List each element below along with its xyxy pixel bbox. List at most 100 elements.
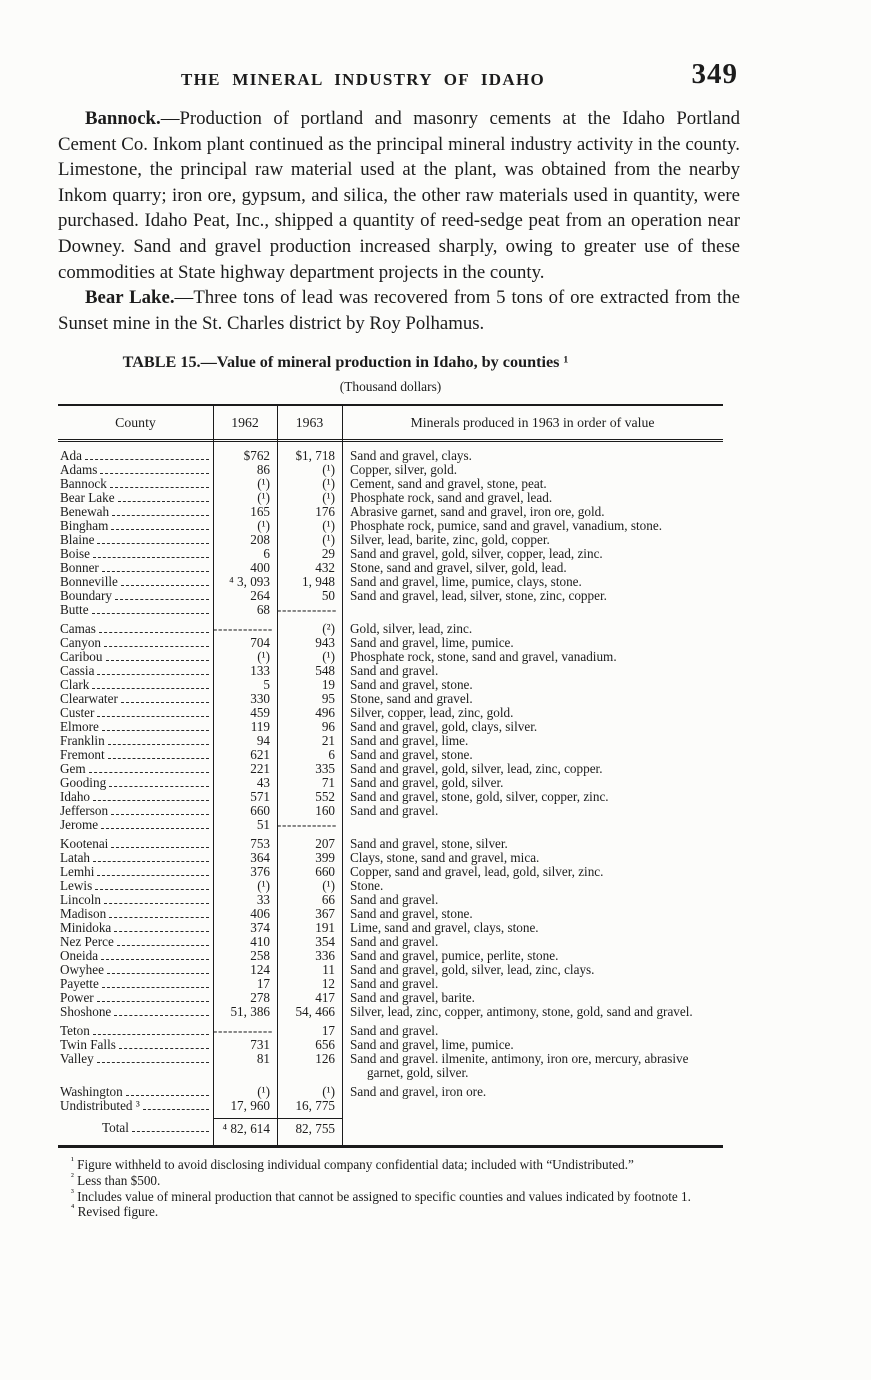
value-1962: 221	[250, 761, 270, 777]
table-row: Lewis (¹) (¹) Stone.	[58, 879, 723, 893]
value-1963: (¹)	[322, 1084, 335, 1100]
minerals-cell: Sand and gravel, stone.	[350, 677, 473, 693]
county-leader	[109, 917, 209, 919]
value-1962: 17	[256, 976, 270, 992]
value-1963: 336	[315, 948, 335, 964]
county-cell: Kootenai	[58, 837, 213, 851]
county-name: Boise	[60, 547, 91, 562]
value-1963: 11	[322, 962, 335, 978]
minerals-cell: Silver, copper, lead, zinc, gold.	[350, 705, 514, 721]
county-cell: Cassia	[58, 664, 213, 678]
value-1962: ------------	[213, 621, 273, 637]
footnote: ⁴ Revised figure.	[58, 1204, 718, 1220]
value-1962: 459	[250, 705, 270, 721]
value-1963: (¹)	[322, 462, 335, 478]
county-name: Boundary	[60, 589, 113, 604]
minerals-cell: Sand and gravel.	[350, 892, 439, 908]
value-1962: 264	[250, 588, 270, 604]
county-name: Idaho	[60, 790, 91, 805]
minerals-cell: Sand and gravel.	[350, 1023, 439, 1039]
minerals-cell: Phosphate rock, sand and gravel, lead.	[350, 490, 553, 506]
county-cell: Twin Falls	[58, 1038, 213, 1052]
county-name: Custer	[60, 706, 95, 721]
value-1962: 5	[263, 677, 270, 693]
county-leader	[131, 1131, 209, 1133]
paragraph: Bear Lake.—Three tons of lead was recove…	[58, 285, 740, 336]
county-leader	[125, 1095, 209, 1097]
county-name: Payette	[60, 977, 99, 992]
county-leader	[142, 1109, 209, 1111]
value-1962: (¹)	[257, 649, 270, 665]
footnotes: ¹ Figure withheld to avoid disclosing in…	[58, 1157, 718, 1220]
table-row: Bingham (¹) (¹) Phosphate rock, pumice, …	[58, 519, 723, 533]
county-leader	[100, 473, 209, 475]
table-row: Franklin 94 21 Sand and gravel, lime.	[58, 734, 723, 748]
county-name: Shoshone	[60, 1005, 112, 1020]
table-row: Clark 5 19 Sand and gravel, stone.	[58, 678, 723, 692]
value-1963: (¹)	[322, 490, 335, 506]
minerals-cell: Sand and gravel, stone, silver.	[350, 836, 508, 852]
minerals-cell: Phosphate rock, stone, sand and gravel, …	[350, 649, 617, 665]
county-name: Lewis	[60, 879, 93, 894]
col-header-county: County	[115, 414, 156, 430]
value-1962: $762	[243, 448, 270, 464]
minerals-cell: Sand and gravel. ilmenite, antimony, iro…	[350, 1051, 689, 1081]
county-cell: Elmore	[58, 720, 213, 734]
table-row: Undistributed ³ 17, 960 16, 775	[58, 1099, 723, 1113]
table-header-row: County 1962 1963 Minerals produced in 19…	[58, 406, 723, 443]
value-1962: 731	[250, 1037, 270, 1053]
value-1963: 16, 775	[295, 1098, 335, 1114]
value-1962: 81	[256, 1051, 270, 1067]
county-cell: Adams	[58, 463, 213, 477]
value-1963: 17	[321, 1023, 335, 1039]
county-name: Benewah	[60, 505, 110, 520]
table-row: Bear Lake (¹) (¹) Phosphate rock, sand a…	[58, 491, 723, 505]
county-cell: Teton	[58, 1024, 213, 1038]
minerals-cell: Sand and gravel, barite.	[350, 990, 475, 1006]
county-leader	[97, 543, 209, 545]
minerals-cell: Clays, stone, sand and gravel, mica.	[350, 850, 540, 866]
county-name: Lemhi	[60, 865, 95, 880]
minerals-cell: Sand and gravel.	[350, 934, 439, 950]
county-name: Bannock	[60, 477, 107, 492]
county-cell: Bannock	[58, 477, 213, 491]
table-row: Bannock (¹) (¹) Cement, sand and gravel,…	[58, 477, 723, 491]
county-name: Clearwater	[60, 692, 118, 707]
value-1962: (¹)	[257, 490, 270, 506]
table-row: Adams 86 (¹) Copper, silver, gold.	[58, 463, 723, 477]
county-cell: Boise	[58, 547, 213, 561]
table-row: Jerome 51 ------------	[58, 818, 723, 832]
value-1962: 571	[250, 789, 270, 805]
county-leader	[97, 674, 209, 676]
value-1963: 552	[315, 789, 335, 805]
county-cell: Latah	[58, 851, 213, 865]
table-row: Latah 364 399 Clays, stone, sand and gra…	[58, 851, 723, 865]
county-name: Blaine	[60, 533, 95, 548]
county-name: Latah	[60, 851, 91, 866]
table-row: Power 278 417 Sand and gravel, barite.	[58, 991, 723, 1005]
col-header-minerals: Minerals produced in 1963 in order of va…	[410, 414, 655, 430]
value-1963: (¹)	[322, 476, 335, 492]
county-cell: Washington	[58, 1085, 213, 1099]
county-leader	[101, 571, 209, 573]
value-1963: 496	[315, 705, 335, 721]
minerals-cell: Sand and gravel, stone, gold, silver, co…	[350, 789, 609, 805]
county-cell: Lincoln	[58, 893, 213, 907]
value-1963: 71	[321, 775, 335, 791]
county-cell: Benewah	[58, 505, 213, 519]
county-cell: Lewis	[58, 879, 213, 893]
county-leader	[97, 716, 209, 718]
value-1963: 160	[315, 803, 335, 819]
county-cell: Bonneville	[58, 575, 213, 589]
county-name: Teton	[60, 1024, 90, 1039]
footnote-marker: ²	[71, 1172, 74, 1183]
value-1962: 124	[250, 962, 270, 978]
county-leader	[93, 557, 209, 559]
county-cell: Undistributed ³	[58, 1099, 213, 1113]
county-cell: Fremont	[58, 748, 213, 762]
county-leader	[101, 730, 209, 732]
minerals-cell: Stone.	[350, 878, 384, 894]
value-1963: ------------	[277, 817, 337, 833]
county-name: Minidoka	[60, 921, 112, 936]
minerals-cell: Sand and gravel, lime, pumice, clays, st…	[350, 574, 582, 590]
